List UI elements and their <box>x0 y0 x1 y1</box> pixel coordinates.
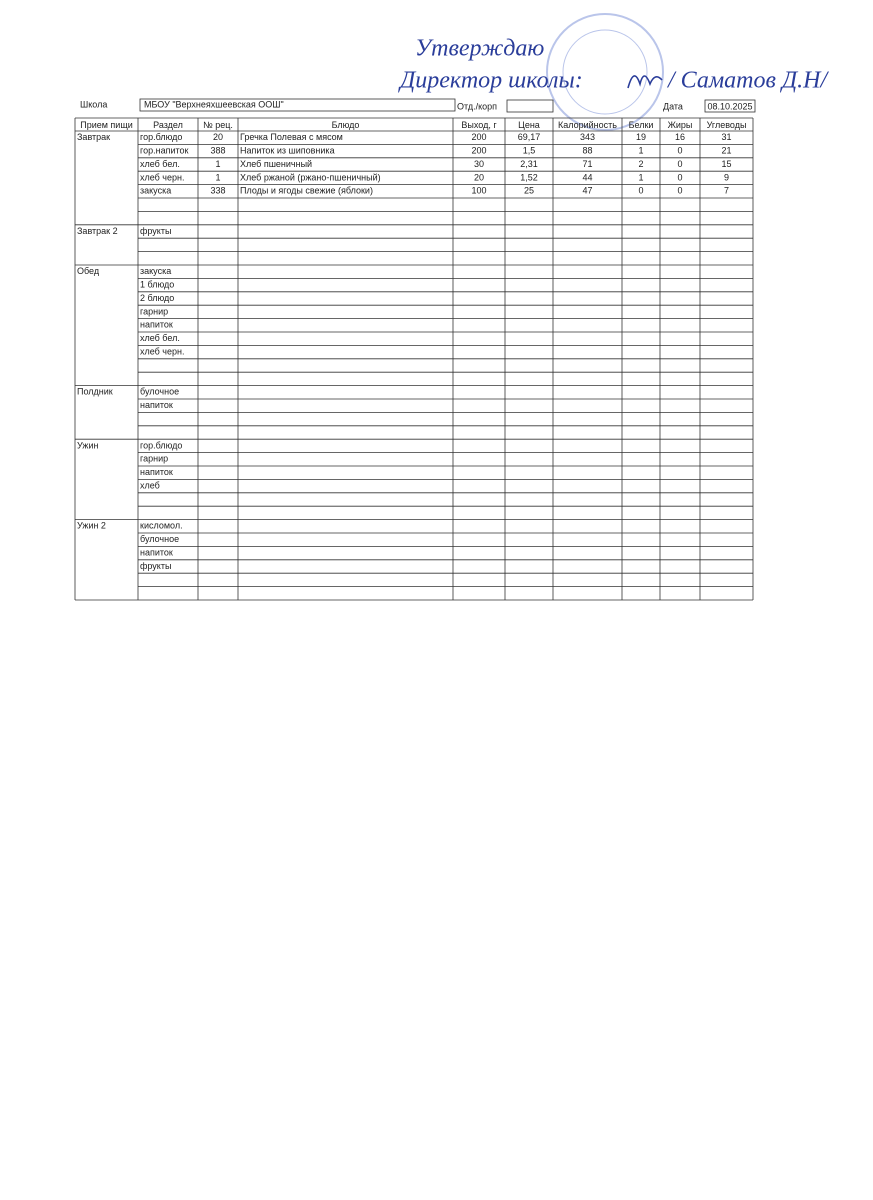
cell-text: хлеб <box>140 480 160 490</box>
cell-text: гор.блюдо <box>140 440 182 450</box>
cell-text: 1 <box>215 159 220 169</box>
cell-text: 1,5 <box>523 145 536 155</box>
cell-text: хлеб бел. <box>140 159 180 169</box>
stamp <box>546 13 664 131</box>
cell-text: 20 <box>213 132 223 142</box>
cell-text: 7 <box>724 186 729 196</box>
cell-text: 2 блюдо <box>140 293 174 303</box>
stamp-inner <box>562 29 648 115</box>
cell-text: закуска <box>140 186 171 196</box>
cell-text: 2 <box>638 159 643 169</box>
cell-text: 0 <box>677 172 682 182</box>
approval-name: / Саматов Д.Н/ <box>666 68 830 94</box>
cell-text: 2,31 <box>520 159 538 169</box>
school-name: МБОУ "Верхнеяхшеевская ООШ" <box>144 99 284 109</box>
column-header: Прием пищи <box>80 120 133 130</box>
column-header: Выход, г <box>461 120 497 130</box>
cell-text: 0 <box>677 186 682 196</box>
cell-text: 21 <box>721 145 731 155</box>
cell-text: хлеб черн. <box>140 346 184 356</box>
cell-text: напиток <box>140 467 173 477</box>
cell-text: 1 <box>638 145 643 155</box>
dept-box <box>506 99 554 113</box>
column-header: Раздел <box>153 120 183 130</box>
date-label: Дата <box>663 101 683 111</box>
cell-text: фрукты <box>140 561 171 571</box>
column-header: № рец. <box>203 120 233 130</box>
cell-text: хлеб черн. <box>140 172 184 182</box>
column-header: Цена <box>518 120 540 130</box>
meal-name: Ужин 2 <box>77 521 106 531</box>
cell-text: напиток <box>140 320 173 330</box>
cell-text: 1 <box>638 172 643 182</box>
date: 08.10.2025 <box>707 101 752 111</box>
cell-text: кисломол. <box>140 521 183 531</box>
column-header: Углеводы <box>707 120 747 130</box>
stamp-ring <box>546 13 664 131</box>
cell-text: 338 <box>210 186 225 196</box>
meal-name: Завтрак 2 <box>77 226 118 236</box>
cell-text: 1 блюдо <box>140 279 174 289</box>
date-box <box>704 99 756 113</box>
cell-text: 0 <box>638 186 643 196</box>
cell-text: гор.напиток <box>140 145 188 155</box>
cell-text: хлеб бел. <box>140 333 180 343</box>
cell-text: фрукты <box>140 226 171 236</box>
cell-text: 0 <box>677 159 682 169</box>
cell-text: 69,17 <box>518 132 541 142</box>
cell-text: Напиток из шиповника <box>240 145 335 155</box>
cell-text: закуска <box>140 266 171 276</box>
cell-text: напиток <box>140 547 173 557</box>
cell-text: 1 <box>215 172 220 182</box>
school-box <box>139 98 456 112</box>
cell-text: Хлеб ржаной (ржано-пшеничный) <box>240 172 381 182</box>
cell-text: гарнир <box>140 454 168 464</box>
cell-text: напиток <box>140 400 173 410</box>
cell-text: 47 <box>582 186 592 196</box>
cell-text: Хлеб пшеничный <box>240 159 312 169</box>
column-header: Калорийность <box>558 120 617 130</box>
cell-text: гарнир <box>140 306 168 316</box>
cell-text: 19 <box>636 132 646 142</box>
signature <box>627 75 663 89</box>
cell-text: булочное <box>140 387 179 397</box>
cell-text: 1,52 <box>520 172 538 182</box>
cell-text: 71 <box>582 159 592 169</box>
approval-position: Директор школы: <box>398 68 583 94</box>
cell-text: 16 <box>675 132 685 142</box>
cell-text: 0 <box>677 145 682 155</box>
cell-text: 31 <box>721 132 731 142</box>
cell-text: 30 <box>474 159 484 169</box>
cell-text: 9 <box>724 172 729 182</box>
meal-name: Полдник <box>77 387 113 397</box>
column-header: Блюдо <box>332 120 360 130</box>
cell-text: 88 <box>582 145 592 155</box>
cell-text: 44 <box>582 172 592 182</box>
cell-text: 200 <box>471 132 486 142</box>
cell-text: 388 <box>210 145 225 155</box>
cell-text: 343 <box>580 132 595 142</box>
cell-text: гор.блюдо <box>140 132 182 142</box>
meal-name: Ужин <box>77 440 98 450</box>
cell-text: 25 <box>524 186 534 196</box>
meal-name: Обед <box>77 266 100 276</box>
school-label: Школа <box>80 99 107 109</box>
cell-text: 20 <box>474 172 484 182</box>
cell-text: Плоды и ягоды свежие (яблоки) <box>240 186 373 196</box>
meal-name: Завтрак <box>77 132 110 142</box>
cell-text: Гречка Полевая с мясом <box>240 132 343 142</box>
dept-label: Отд./корп <box>457 101 497 111</box>
column-header: Белки <box>629 120 654 130</box>
cell-text: булочное <box>140 534 179 544</box>
menu-table: Прием пищи Раздел № рец. Блюдо Выход, г Цена К… <box>74 117 754 601</box>
cell-text: 15 <box>721 159 731 169</box>
cell-text: 100 <box>471 186 486 196</box>
approval-title: Утверждаю <box>415 36 544 62</box>
cell-text: 200 <box>471 145 486 155</box>
column-header: Жиры <box>668 120 693 130</box>
